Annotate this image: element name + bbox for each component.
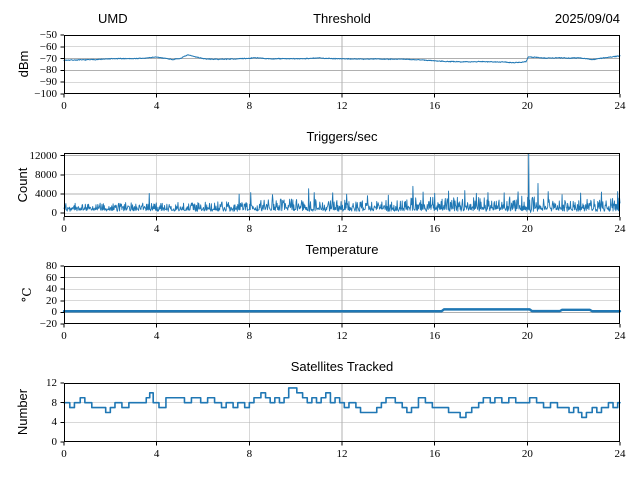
x-tick-label: 16 (429, 330, 441, 342)
triggers_per_sec-series-line (63, 153, 621, 213)
temperature-axes: −20 0 20 40 60 80 0 4 8 12 16 20 24 (40, 260, 626, 342)
x-tick-label: 20 (521, 448, 533, 460)
y-tick-label: −80 (39, 64, 57, 77)
x-tick-label: 12 (336, 223, 348, 235)
y-tick-label: 12000 (29, 149, 58, 162)
satellites_tracked-canvas (60, 382, 621, 446)
y-tick-label: −60 (39, 40, 57, 53)
y-tick-label: 8 (51, 396, 58, 409)
triggers-axes: 0 4000 8000 12000 0 4 8 12 16 20 24 (30, 150, 626, 235)
y-tick-label: 0 (51, 306, 58, 319)
temperature_c-canvas (60, 265, 622, 328)
y-tick-label: −90 (39, 76, 57, 89)
x-tick-label: 0 (61, 223, 67, 235)
x-tick-label: 4 (153, 100, 160, 112)
threshold-axes: −50 −60 −70 −80 −90 −100 0 4 8 12 16 20 24 (34, 29, 625, 112)
x-tick-label: 24 (614, 448, 626, 460)
y-tick-label: 12 (46, 377, 57, 389)
x-tick-label: 4 (153, 330, 160, 342)
x-tick-label: 20 (521, 223, 533, 235)
x-tick-label: 12 (336, 100, 348, 112)
x-tick-label: 0 (61, 330, 67, 342)
x-tick-label: 20 (521, 100, 533, 112)
y-tick-label: −70 (39, 52, 57, 65)
x-tick-label: 12 (336, 330, 348, 342)
plot1-title: Threshold (313, 11, 371, 26)
y-tick-label: 0 (51, 207, 58, 220)
y-tick-label: −100 (34, 88, 57, 100)
satellites_tracked-series-line (63, 387, 621, 419)
y-tick-label: −50 (39, 29, 57, 41)
x-tick-label: 24 (614, 100, 626, 112)
x-tick-label: 24 (614, 330, 626, 342)
x-tick-label: 16 (429, 100, 441, 112)
x-tick-label: 8 (246, 448, 253, 460)
triggers_per_sec-canvas (60, 153, 621, 221)
x-tick-label: 20 (521, 330, 533, 342)
x-tick-label: 0 (61, 100, 67, 112)
y-tick-label: 0 (51, 436, 58, 448)
y-tick-label: 8000 (35, 168, 57, 181)
temperature_c-series-line (62, 308, 622, 313)
x-tick-label: 16 (429, 448, 441, 460)
y-tick-label: 60 (46, 271, 57, 284)
plot4-title: Satellites Tracked (290, 359, 394, 374)
x-tick-label: 4 (153, 448, 160, 460)
threshold_dbm-canvas (60, 34, 621, 98)
y-tick-label: 4000 (35, 187, 57, 200)
x-tick-label: 8 (246, 100, 253, 112)
x-tick-label: 16 (429, 223, 441, 235)
x-tick-label: 12 (336, 448, 348, 460)
plot1-corner-right-label: 2025/09/04 (554, 11, 620, 26)
satellites-axes: 0 4 8 12 0 4 8 12 16 20 24 (46, 377, 626, 460)
x-tick-label: 8 (246, 223, 253, 235)
x-tick-label: 4 (153, 223, 160, 235)
y-tick-label: −20 (39, 318, 57, 330)
plot2-title: Triggers/sec (306, 129, 378, 144)
threshold_dbm-series-line (63, 54, 621, 64)
y-tick-label: 4 (51, 416, 58, 429)
x-tick-label: 0 (61, 448, 67, 460)
plot1-corner-left-label: UMD (98, 11, 128, 26)
y-tick-label: 20 (46, 294, 57, 307)
y-tick-label: 40 (46, 283, 57, 296)
x-tick-label: 24 (614, 223, 626, 235)
x-tick-label: 8 (246, 330, 253, 342)
plot3-title: Temperature (305, 242, 379, 257)
y-tick-label: 80 (46, 260, 57, 272)
